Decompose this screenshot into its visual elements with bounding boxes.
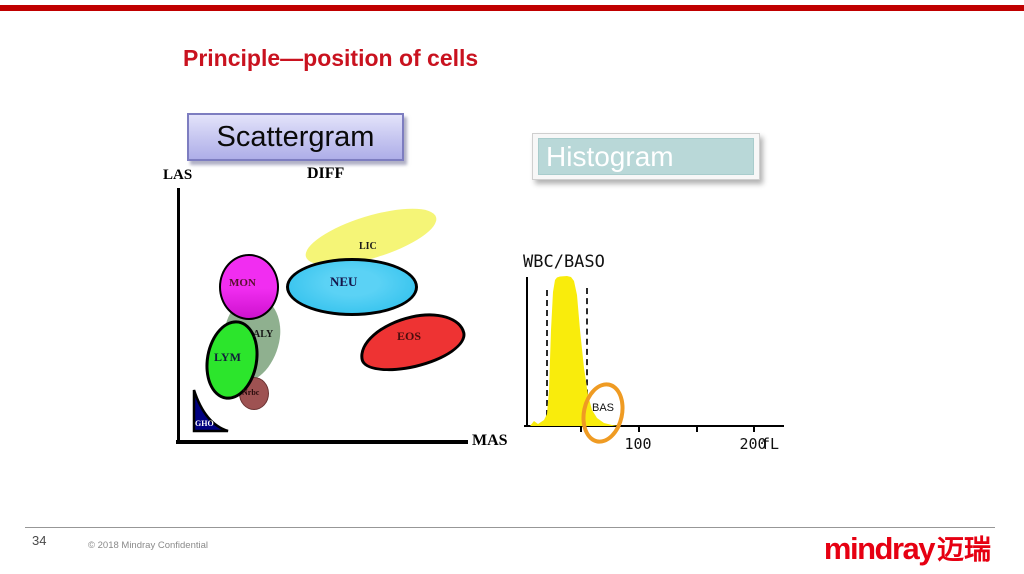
bas-annotation-label: BAS bbox=[592, 402, 615, 414]
region-label-neu: NEU bbox=[330, 274, 358, 289]
top-accent-bar bbox=[0, 5, 1024, 11]
tick-50 bbox=[580, 427, 582, 432]
histogram-x-axis bbox=[524, 425, 784, 427]
mindray-logo-chinese: 迈瑞 bbox=[937, 535, 991, 565]
region-mon bbox=[219, 254, 279, 320]
histogram-label-box-inner: Histogram bbox=[538, 138, 754, 175]
tick-100 bbox=[638, 427, 640, 432]
x-tick-label-200: 200 bbox=[739, 435, 767, 453]
histogram-label: Histogram bbox=[546, 140, 674, 172]
histogram-title: WBC/BASO bbox=[523, 252, 605, 272]
region-label-lym: LYM bbox=[214, 350, 241, 364]
scatter-x-axis bbox=[176, 440, 468, 444]
x-tick-label-100: 100 bbox=[624, 435, 652, 453]
slide-title: Principle—position of cells bbox=[183, 45, 479, 71]
wbc-curve bbox=[530, 276, 618, 426]
histogram-label-box: Histogram bbox=[532, 133, 760, 180]
mindray-logo-latin: mindray bbox=[823, 531, 936, 566]
copyright-text: © 2018 Mindray Confidential bbox=[88, 540, 209, 551]
region-label-eos: EOS bbox=[397, 329, 422, 343]
page-number: 34 bbox=[32, 533, 47, 548]
mindray-logo: mindray 迈瑞 bbox=[824, 528, 991, 567]
unit-label-fl: fL bbox=[760, 435, 780, 453]
y-axis-label: LAS bbox=[163, 167, 193, 183]
region-label-lic: LIC bbox=[359, 241, 377, 252]
footer-divider bbox=[25, 527, 995, 528]
x-axis-label: MAS bbox=[472, 432, 508, 449]
tick-200 bbox=[753, 427, 755, 432]
histogram-y-axis bbox=[526, 277, 528, 427]
diff-label: DIFF bbox=[307, 165, 345, 182]
tick-150 bbox=[696, 427, 698, 432]
scattergram-label-box: Scattergram bbox=[187, 113, 404, 161]
region-label-aly: ALY bbox=[253, 329, 274, 340]
gate-line-left bbox=[546, 290, 548, 426]
region-label-nrbc: Nrbc bbox=[242, 388, 260, 397]
region-label-gho: GHO bbox=[195, 419, 214, 428]
scattergram-label: Scattergram bbox=[216, 120, 375, 153]
region-gho bbox=[192, 389, 229, 433]
gate-line-right bbox=[586, 288, 588, 426]
scatter-y-axis bbox=[177, 188, 180, 444]
region-label-mon: MON bbox=[229, 277, 256, 289]
region-neu bbox=[286, 258, 418, 316]
